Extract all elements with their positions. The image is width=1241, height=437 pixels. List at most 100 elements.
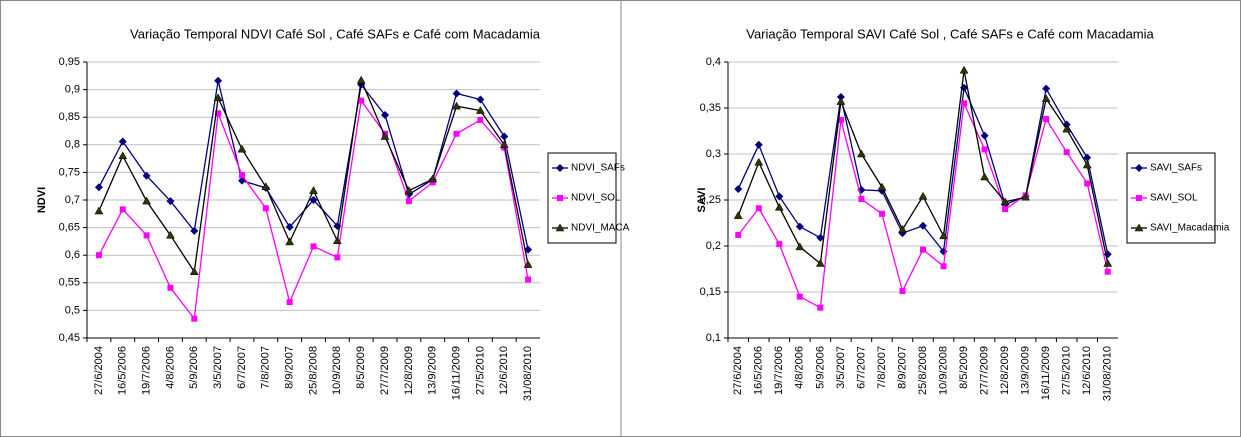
- data-point: [404, 186, 414, 194]
- x-tick-label: 25/8/2008: [917, 346, 929, 395]
- x-tick-label: 4/8/2006: [794, 346, 806, 389]
- x-tick-label: 12/6/2010: [1081, 346, 1093, 395]
- data-point: [775, 192, 784, 201]
- x-tick-label: 13/9/2009: [427, 346, 439, 395]
- data-point: [878, 210, 885, 217]
- data-point: [940, 263, 947, 270]
- data-point: [214, 76, 223, 85]
- x-tick-label: 12/6/2010: [498, 346, 510, 395]
- data-point: [836, 92, 845, 101]
- y-tick-label: 0,45: [59, 332, 80, 344]
- data-point: [523, 260, 533, 268]
- data-point: [754, 140, 763, 149]
- data-point: [755, 205, 762, 212]
- data-point: [735, 231, 742, 238]
- data-point: [167, 284, 174, 291]
- data-point: [918, 191, 928, 200]
- y-tick-label: 0,85: [59, 111, 80, 123]
- data-point: [380, 132, 390, 140]
- x-tick-label: 27/7/2009: [978, 346, 990, 395]
- data-point: [334, 254, 341, 261]
- y-tick-label: 0,3: [706, 148, 721, 160]
- x-tick-label: 27/7/2009: [379, 346, 391, 395]
- data-point: [142, 171, 151, 180]
- data-point: [1000, 197, 1010, 206]
- data-point: [166, 230, 175, 239]
- data-point: [285, 223, 294, 232]
- y-tick-label: 0,4: [706, 56, 721, 68]
- data-point: [309, 186, 318, 194]
- x-tick-label: 13/9/2009: [1020, 346, 1032, 395]
- data-point: [309, 196, 318, 204]
- y-tick-label: 0,25: [700, 194, 721, 206]
- x-tick-label: 5/9/2006: [814, 346, 826, 389]
- data-point: [939, 231, 948, 240]
- data-point: [94, 206, 104, 215]
- x-tick-label: 8/9/2007: [284, 346, 296, 389]
- data-point: [190, 226, 199, 235]
- data-point: [285, 237, 295, 246]
- x-tick-label: 31/08/2010: [522, 346, 534, 401]
- x-tick-label: 10/9/2008: [331, 346, 343, 395]
- chart-title: Variação Temporal SAVI Café Sol , Café S…: [746, 26, 1154, 41]
- y-tick-label: 0,95: [59, 56, 80, 68]
- legend-label: NDVI_SAFs: [571, 163, 625, 174]
- legend-marker: [555, 223, 565, 232]
- data-point: [899, 288, 906, 295]
- data-point: [332, 236, 342, 245]
- data-point: [95, 252, 102, 259]
- data-point: [837, 116, 844, 123]
- data-point: [237, 144, 247, 153]
- data-point: [525, 276, 532, 283]
- data-point: [310, 243, 317, 250]
- y-tick-label: 0,15: [700, 286, 721, 298]
- data-point: [142, 196, 152, 205]
- x-tick-label: 25/8/2008: [307, 346, 319, 395]
- data-point: [1002, 206, 1009, 213]
- y-tick-label: 0,75: [59, 166, 80, 178]
- x-tick-label: 4/8/2006: [164, 346, 176, 389]
- data-point: [213, 93, 223, 102]
- data-point: [796, 293, 803, 300]
- data-point: [1063, 149, 1070, 156]
- x-tick-label: 8/5/2009: [355, 346, 367, 389]
- data-point: [1062, 124, 1072, 133]
- data-point: [836, 97, 846, 105]
- y-tick-label: 0,1: [706, 332, 721, 344]
- data-point: [959, 65, 969, 74]
- x-tick-label: 27/6/2004: [732, 346, 744, 395]
- data-point: [795, 222, 804, 231]
- x-tick-label: 27/5/2010: [1061, 346, 1073, 395]
- x-tick-label: 31/08/2010: [1102, 346, 1114, 401]
- x-tick-label: 16/11/2009: [1040, 346, 1052, 400]
- legend-label: SAVI_SOL: [1150, 193, 1198, 204]
- y-tick-label: 0,6: [65, 249, 80, 261]
- legend-marker: [557, 195, 563, 201]
- y-tick-label: 0,65: [59, 222, 80, 234]
- data-point: [499, 140, 509, 149]
- x-tick-label: 8/5/2009: [958, 346, 970, 389]
- data-point: [980, 131, 989, 140]
- x-tick-label: 27/5/2010: [474, 346, 486, 395]
- data-point: [500, 132, 509, 141]
- data-point: [1043, 116, 1050, 123]
- legend-label: NDVI_SOL: [571, 193, 621, 204]
- x-tick-label: 7/8/2007: [876, 346, 888, 389]
- data-point: [795, 242, 805, 251]
- data-point: [286, 299, 293, 306]
- data-point: [898, 224, 907, 233]
- data-point: [166, 197, 175, 206]
- data-point: [1104, 268, 1111, 275]
- data-point: [475, 106, 485, 114]
- data-point: [1041, 94, 1051, 103]
- y-tick-label: 0,35: [700, 102, 721, 114]
- x-tick-label: 10/9/2008: [937, 346, 949, 395]
- data-point: [1103, 258, 1113, 267]
- data-point: [429, 179, 436, 186]
- x-tick-label: 12/8/2009: [999, 346, 1011, 395]
- x-tick-label: 19/7/2006: [773, 346, 785, 395]
- legend-label: NDVI_MACA: [571, 223, 630, 234]
- x-tick-label: 6/7/2007: [236, 346, 248, 389]
- x-tick-label: 3/5/2007: [835, 346, 847, 389]
